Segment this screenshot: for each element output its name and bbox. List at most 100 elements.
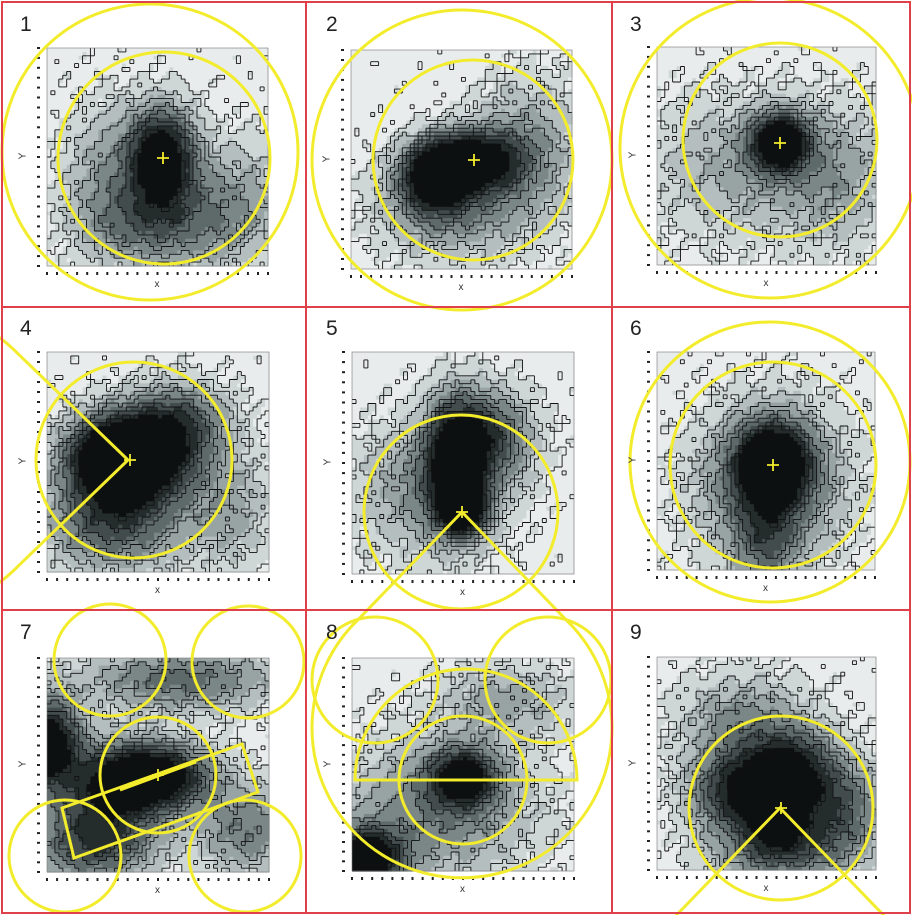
contour-cell [433,120,439,125]
contour-cell [244,75,249,80]
contour-cell [102,51,107,57]
contour-cell [157,55,163,61]
contour-cell [118,86,123,92]
contour-cell [493,57,498,63]
contour-cell [90,246,95,252]
contour-cell [228,234,234,240]
contour-cell [110,90,115,96]
contour-cell [236,133,241,139]
contour-cell [47,94,52,100]
contour-cell [212,67,218,72]
contour-cell [106,254,111,259]
contour-cell [256,71,261,76]
contour-cell [54,94,60,100]
contour-cell [524,89,530,94]
contour-cell [114,234,119,240]
contour-cell [153,63,159,69]
contour-cell [560,85,565,90]
contour-cell [129,234,135,240]
contour-cell [98,192,103,197]
contour-cell [94,71,99,76]
contour-cell [149,137,155,143]
contour-cell [516,132,522,137]
contour-cell [98,83,103,88]
contour-cell [252,238,257,244]
contour-cell [102,238,107,244]
contour-cell [54,79,60,84]
contour-cell [240,258,245,263]
contour-cell [398,139,403,145]
contour-cell [224,102,230,107]
contour-cell [153,79,159,84]
contour-cell [402,120,407,125]
contour-cell [165,71,170,76]
contour-cell [204,180,210,185]
contour-cell [58,262,64,267]
contour-cell [94,114,99,119]
contour-cell [564,167,569,172]
contour-cell [70,118,76,123]
contour-cell [133,83,139,88]
contour-cell [98,242,103,248]
contour-cell [98,262,103,267]
contour-cell [536,53,542,59]
contour-cell [137,234,143,240]
contour-cell [493,104,498,110]
contour-cell [98,86,103,92]
contour-cell [252,199,257,205]
contour-cell [47,71,52,76]
contour-cell [189,114,194,119]
contour-cell [252,223,257,228]
contour-cell [110,230,115,236]
contour-cell [378,93,384,98]
contour-cell [173,246,178,252]
contour-cell [485,139,490,145]
contour-cell [62,48,68,53]
contour-cell [50,258,56,263]
contour-cell [473,77,478,82]
contour-cell [137,223,143,228]
contour-cell [228,219,234,224]
contour-cell [240,114,245,119]
contour-cell [137,242,143,248]
contour-cell [520,151,526,157]
contour-cell [208,102,214,107]
contour-cell [248,145,253,150]
contour-cell [244,227,249,232]
contour-cell [98,246,103,252]
contour-cell [497,167,502,172]
contour-cell [98,55,103,61]
contour-cell [477,171,482,176]
contour-cell [220,83,226,88]
contour-cell [560,155,565,161]
contour-cell [196,79,202,84]
contour-cell [216,157,222,162]
contour-cell [240,184,245,189]
contour-cell [185,234,190,240]
contour-cell [524,167,530,172]
contour-cell [161,188,166,193]
contour-cell [394,65,399,71]
contour-cell [489,116,494,121]
contour-cell [497,175,502,180]
contour-cell [169,90,174,96]
contour-cell [212,164,218,170]
contour-cell [94,219,99,224]
contour-cell [74,199,80,205]
contour-cell [248,90,253,96]
contour-cell [485,100,490,106]
contour-cell [362,171,368,176]
contour-cell [449,108,455,114]
contour-cell [493,143,498,149]
contour-cell [469,136,474,141]
contour-cell [422,143,427,149]
contour-cell [161,258,166,263]
contour-cell [453,112,459,118]
contour-cell [196,223,202,228]
contour-cell [50,180,56,185]
contour-cell [394,89,399,94]
contour-cell [457,124,463,129]
contour-cell [212,133,218,139]
contour-cell [386,65,392,71]
contour-cell [497,65,502,71]
